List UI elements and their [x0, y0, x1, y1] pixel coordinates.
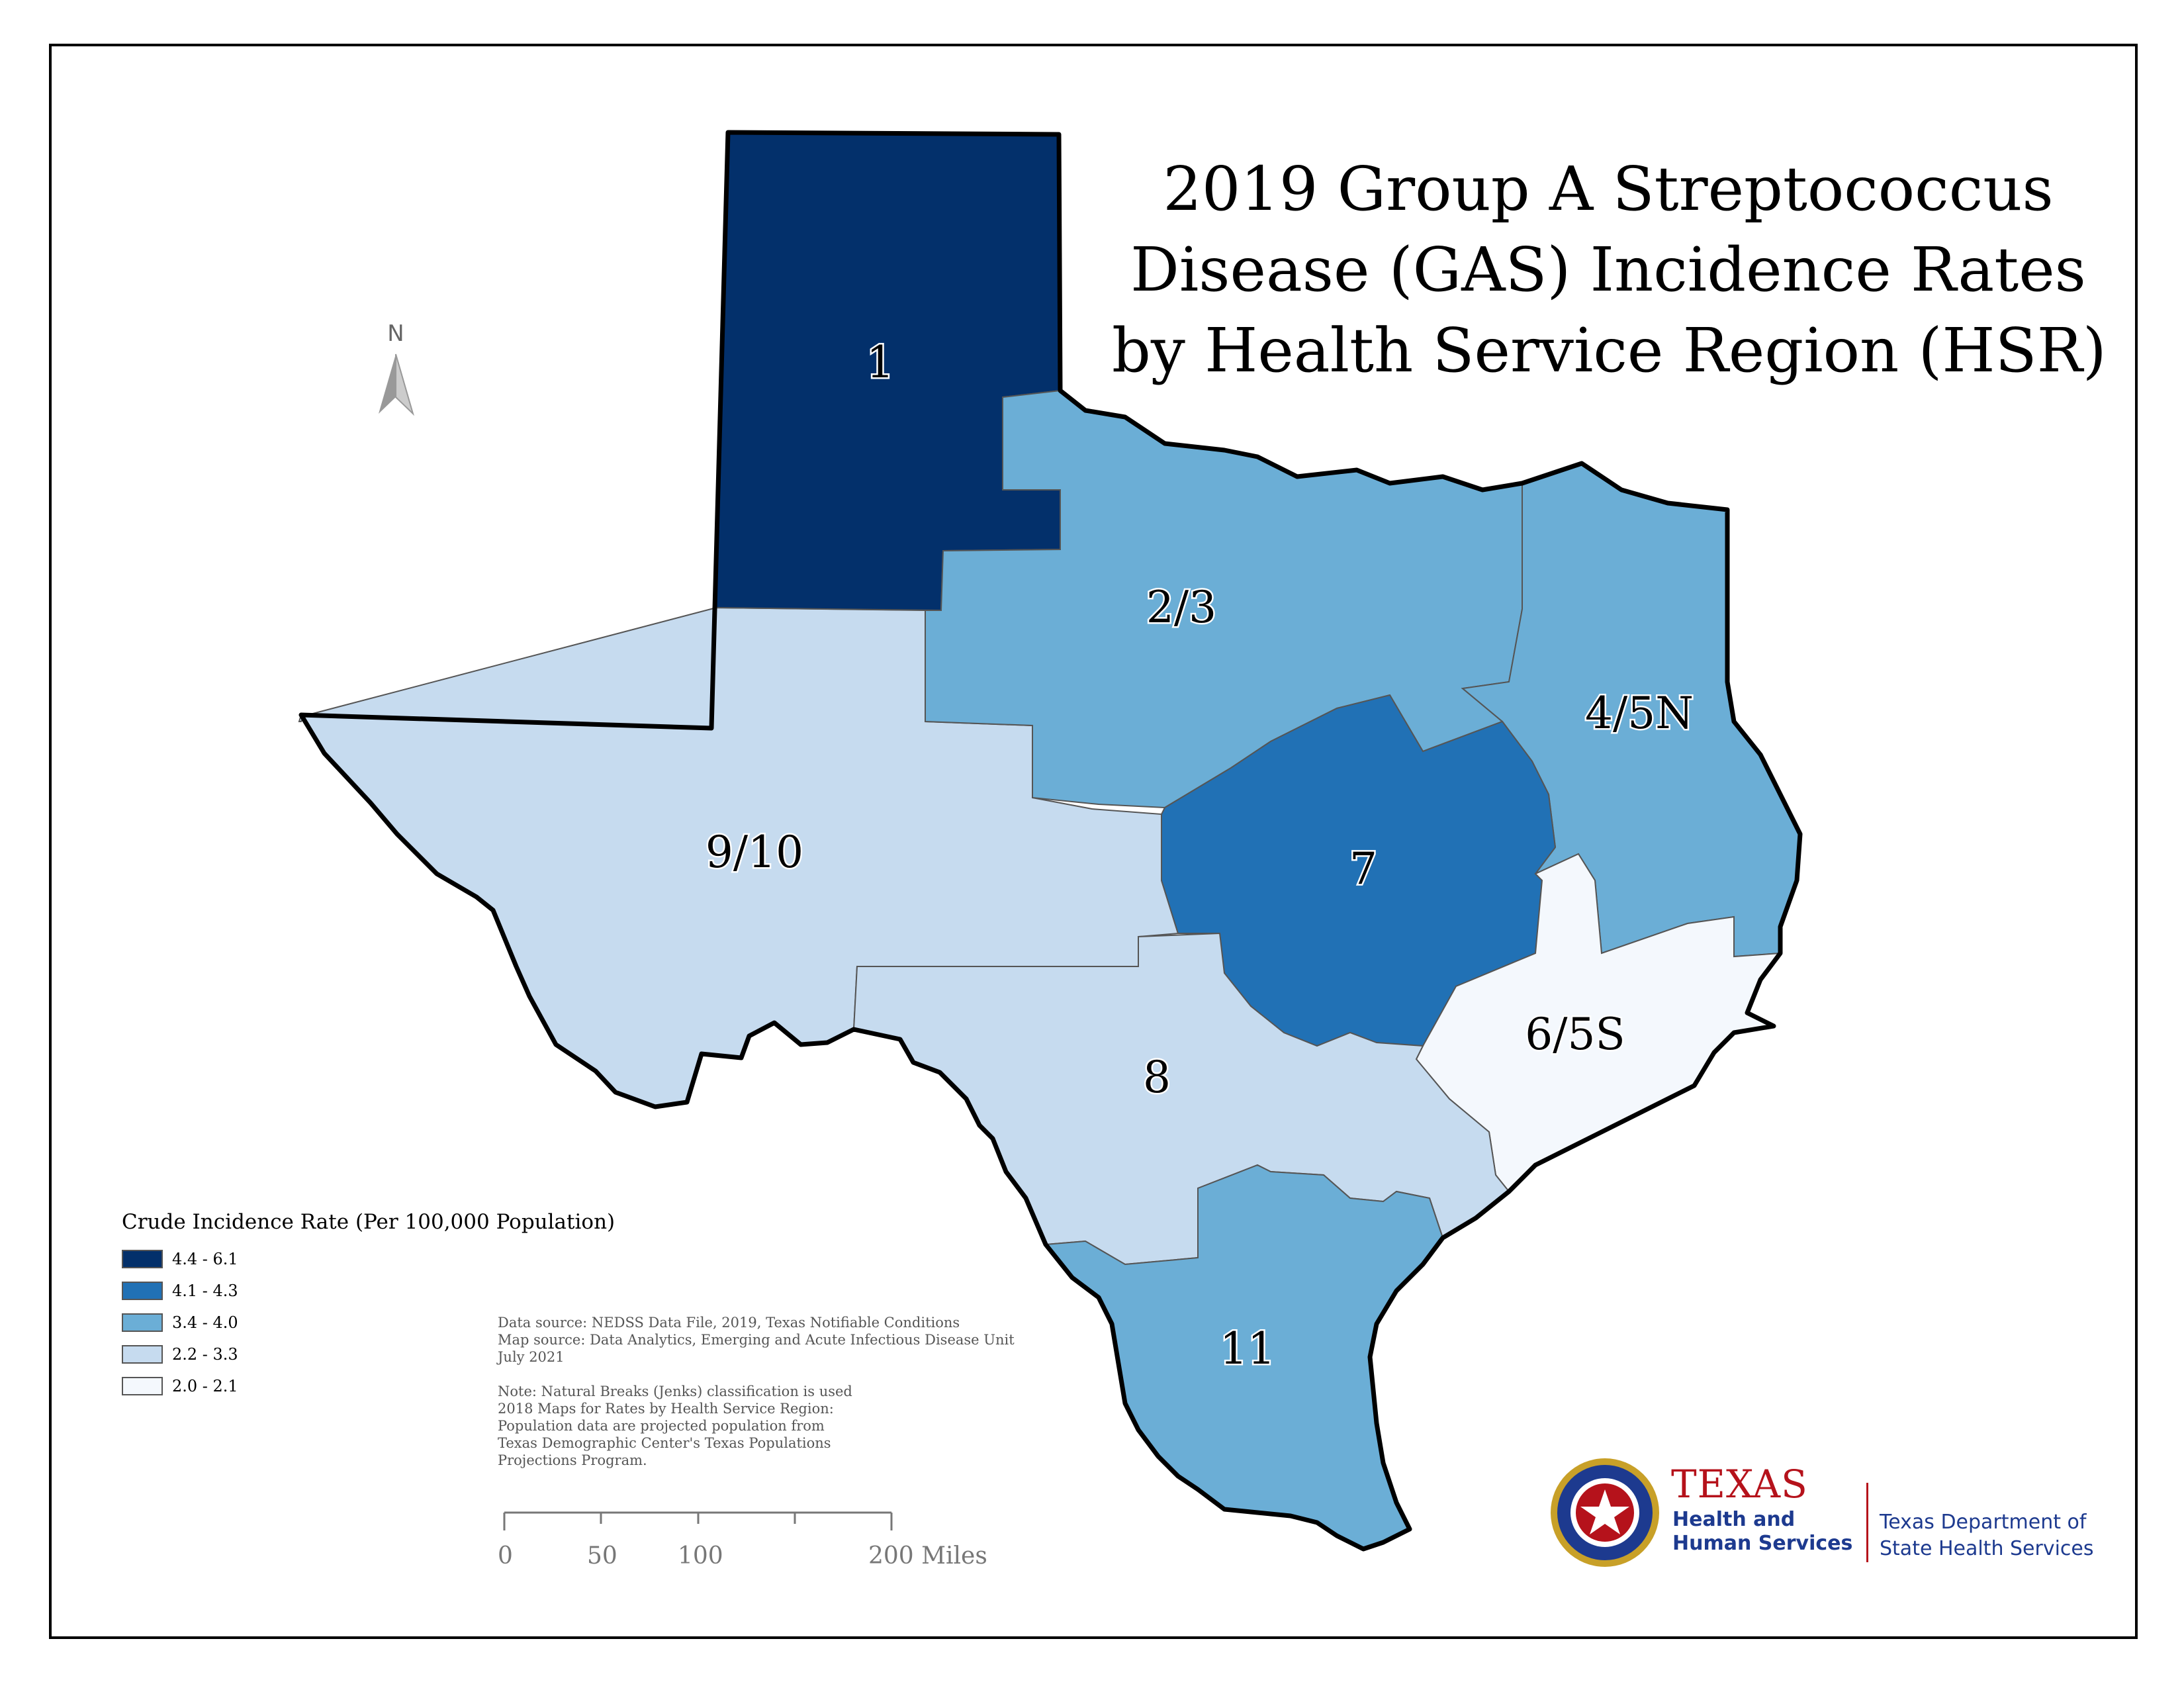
scale-label-200: 200 Miles [868, 1542, 987, 1570]
region-label-2-3: 2/3 [1146, 582, 1216, 633]
legend-swatch [122, 1377, 163, 1395]
note-text: Population data are projected population… [498, 1418, 825, 1434]
title-line-2: Disease (GAS) Incidence Rates [1130, 234, 2086, 305]
scale-bar [503, 1511, 893, 1530]
legend-item: 4.1 - 4.3 [122, 1275, 615, 1307]
legend-item: 2.0 - 2.1 [122, 1370, 615, 1402]
region-label-8: 8 [1143, 1052, 1171, 1103]
legend-swatch [122, 1345, 163, 1364]
region-label-7: 7 [1349, 843, 1377, 894]
legend-label: 4.4 - 6.1 [172, 1250, 238, 1268]
region-label-6-5s: 6/5S [1525, 1009, 1625, 1060]
legend-label: 4.1 - 4.3 [172, 1282, 238, 1300]
source-notes: Data source: NEDSS Data File, 2019, Texa… [498, 1314, 1015, 1469]
map-frame [49, 44, 2138, 1639]
hhs-name: TEXAS [1671, 1462, 1808, 1507]
note-text: 2018 Maps for Rates by Health Service Re… [498, 1401, 834, 1417]
legend-item: 3.4 - 4.0 [122, 1307, 615, 1338]
region-label-11: 11 [1220, 1323, 1275, 1374]
legend-label: 2.0 - 2.1 [172, 1377, 238, 1395]
north-arrow: N [379, 320, 414, 416]
note-text: Note: Natural Breaks (Jenks) classificat… [498, 1383, 852, 1399]
note-text: Texas Demographic Center's Texas Populat… [498, 1435, 831, 1451]
title-line-3: by Health Service Region (HSR) [1112, 315, 2107, 386]
legend: Crude Incidence Rate (Per 100,000 Popula… [122, 1210, 615, 1402]
data-source-text: Data source: NEDSS Data File, 2019, Texa… [498, 1315, 960, 1331]
region-label-4-5n: 4/5N [1585, 688, 1694, 739]
legend-swatch [122, 1250, 163, 1268]
north-arrow-icon [379, 354, 396, 414]
region-label-1: 1 [866, 337, 894, 388]
legend-swatch [122, 1313, 163, 1332]
note-text: Projections Program. [498, 1452, 647, 1468]
region-label-9-10: 9/10 [705, 827, 803, 878]
legend-item: 4.4 - 6.1 [122, 1243, 615, 1275]
legend-label: 2.2 - 3.3 [172, 1345, 238, 1364]
hhs-subtitle: Health and Human Services [1672, 1508, 1853, 1555]
texas-seal-icon [1551, 1458, 1659, 1567]
scale-label-0: 0 [498, 1542, 513, 1570]
legend-swatch [122, 1282, 163, 1300]
legend-title: Crude Incidence Rate (Per 100,000 Popula… [122, 1210, 615, 1234]
dshs-name: Texas Department of State Health Service… [1880, 1511, 2094, 1560]
texas-outline [298, 130, 1803, 1552]
scale-label-100: 100 [678, 1542, 723, 1570]
legend-item: 2.2 - 3.3 [122, 1338, 615, 1370]
title-line-1: 2019 Group A Streptococcus [1163, 154, 2054, 224]
scale-label-50: 50 [587, 1542, 617, 1570]
map-title: 2019 Group A Streptococcus Disease (GAS)… [1112, 149, 2107, 391]
north-label: N [387, 320, 404, 347]
legend-label: 3.4 - 4.0 [172, 1313, 238, 1332]
logo-divider [1866, 1483, 1868, 1562]
date-text: July 2021 [498, 1349, 565, 1365]
map-source-text: Map source: Data Analytics, Emerging and… [498, 1332, 1015, 1348]
hhs-logo: TEXAS Health and Human Services Texas De… [1549, 1456, 2131, 1569]
